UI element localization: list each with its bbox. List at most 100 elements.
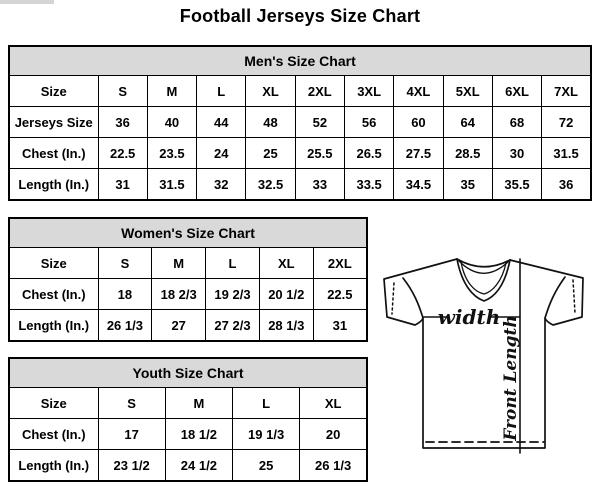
page-title: Football Jerseys Size Chart xyxy=(179,6,421,26)
table-cell: 20 xyxy=(299,418,368,450)
table-cell: S xyxy=(97,387,166,419)
table-cell: M xyxy=(151,247,207,279)
jersey-diagram: width Front Length xyxy=(370,210,600,490)
screenshot-artifact xyxy=(0,0,54,4)
collar-inner-back-line xyxy=(458,260,509,274)
table-cell: 4XL xyxy=(393,75,444,107)
row-label: Chest (In.) xyxy=(8,278,99,310)
table-cell: 26 1/3 xyxy=(97,309,153,342)
mens-size-table: Men's Size Chart Size S M L XL 2XL 3XL 4XL 5XL 6XL… xyxy=(8,45,592,201)
table-row: Length (In.) 31 31.5 32 32.5 33 33.5 34.5 35 35.5… xyxy=(8,168,592,201)
row-label: Chest (In.) xyxy=(8,137,99,169)
table-cell: 18 1/2 xyxy=(164,418,234,450)
table-cell: 25 xyxy=(245,137,296,169)
table-cell: 30 xyxy=(491,137,543,169)
table-cell: 26 1/3 xyxy=(299,449,368,482)
row-label: Chest (In.) xyxy=(8,418,99,450)
table-cell: S xyxy=(97,247,153,279)
table-row: Size S M L XL xyxy=(8,387,368,419)
table-cell: 35.5 xyxy=(491,168,543,201)
table-cell: L xyxy=(196,75,247,107)
table-cell: 24 1/2 xyxy=(164,449,234,482)
row-label: Length (In.) xyxy=(8,168,99,201)
table-cell: 52 xyxy=(294,106,345,138)
table-cell: 35 xyxy=(442,168,493,201)
left-cuff-stitch-line xyxy=(391,282,395,315)
table-cell: 26.5 xyxy=(343,137,395,169)
table-cell: 19 1/3 xyxy=(231,418,301,450)
table-cell: 25 xyxy=(231,449,301,482)
table-cell: 33 xyxy=(294,168,345,201)
table-cell: 60 xyxy=(393,106,444,138)
table-cell: 56 xyxy=(343,106,395,138)
right-cuff-stitch-line xyxy=(572,279,576,314)
table-cell: XL xyxy=(258,247,314,279)
table-cell: 2XL xyxy=(312,247,368,279)
table-cell: 23.5 xyxy=(146,137,198,169)
table-cell: 36 xyxy=(97,106,148,138)
table-cell: M xyxy=(164,387,234,419)
table-cell: S xyxy=(97,75,148,107)
table-title: Women's Size Chart xyxy=(8,217,368,248)
table-row: Chest (In.) 17 18 1/2 19 1/3 20 xyxy=(8,418,368,450)
table-row: Chest (In.) 22.5 23.5 24 25 25.5 26.5 27.5 28.5 3… xyxy=(8,137,592,169)
table-title: Youth Size Chart xyxy=(8,357,368,388)
table-title: Men's Size Chart xyxy=(8,45,592,76)
table-cell: 23 1/2 xyxy=(97,449,166,482)
table-row: Length (In.) 26 1/3 27 27 2/3 28 1/3 31 xyxy=(8,309,368,342)
table-cell: 33.5 xyxy=(343,168,395,201)
table-cell: 34.5 xyxy=(393,168,444,201)
table-cell: 25.5 xyxy=(294,137,345,169)
table-cell: 24 xyxy=(196,137,247,169)
table-cell: 44 xyxy=(196,106,247,138)
table-cell: L xyxy=(205,247,260,279)
table-cell: 18 2/3 xyxy=(151,278,207,310)
table-cell: 5XL xyxy=(442,75,493,107)
table-cell: 31 xyxy=(97,168,148,201)
table-cell: 20 1/2 xyxy=(258,278,314,310)
womens-size-table: Women's Size Chart Size S M L XL 2XL Chest (In.… xyxy=(8,217,368,342)
row-label: Size xyxy=(8,387,99,419)
table-cell: 17 xyxy=(97,418,166,450)
table-cell: 27.5 xyxy=(393,137,444,169)
table-cell: 31 xyxy=(312,309,368,342)
row-label: Length (In.) xyxy=(8,449,99,482)
table-cell: 22.5 xyxy=(312,278,368,310)
table-cell: 31.5 xyxy=(146,168,198,201)
jersey-outline-svg: width Front Length xyxy=(383,258,584,454)
front-length-label: Front Length xyxy=(501,315,521,441)
collar-v-outer xyxy=(456,258,511,302)
table-cell: M xyxy=(146,75,198,107)
left-sleeve-seam xyxy=(402,277,424,319)
table-cell: 22.5 xyxy=(97,137,148,169)
table-cell: 19 2/3 xyxy=(205,278,260,310)
row-label: Size xyxy=(8,247,99,279)
row-label: Size xyxy=(8,75,99,107)
row-label: Jerseys Size xyxy=(8,106,99,138)
table-cell: 27 xyxy=(151,309,207,342)
right-sleeve-seam xyxy=(544,276,566,319)
collar-back-line xyxy=(456,258,511,268)
table-row: Jerseys Size 36 40 44 48 52 56 60 64 68 72 xyxy=(8,106,592,138)
table-cell: XL xyxy=(299,387,368,419)
table-cell: 28 1/3 xyxy=(258,309,314,342)
table-cell: 40 xyxy=(146,106,198,138)
table-row: Length (In.) 23 1/2 24 1/2 25 26 1/3 xyxy=(8,449,368,482)
table-cell: 2XL xyxy=(294,75,345,107)
table-row: Size S M L XL 2XL xyxy=(8,247,368,279)
table-cell: 28.5 xyxy=(442,137,493,169)
table-cell: 6XL xyxy=(491,75,543,107)
table-row: Size S M L XL 2XL 3XL 4XL 5XL 6XL 7XL xyxy=(8,75,592,107)
table-cell: XL xyxy=(245,75,296,107)
width-label: width xyxy=(438,305,501,329)
table-cell: 72 xyxy=(541,106,592,138)
table-cell: 64 xyxy=(442,106,493,138)
table-cell: L xyxy=(231,387,301,419)
table-cell: 32.5 xyxy=(245,168,296,201)
table-cell: 27 2/3 xyxy=(205,309,260,342)
table-cell: 32 xyxy=(196,168,247,201)
table-cell: 36 xyxy=(541,168,592,201)
row-label: Length (In.) xyxy=(8,309,99,342)
table-cell: 7XL xyxy=(541,75,592,107)
